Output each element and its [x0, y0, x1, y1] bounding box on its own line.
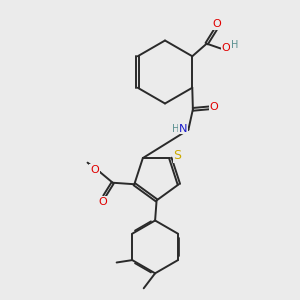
Text: S: S	[174, 148, 182, 162]
Text: H: H	[172, 124, 179, 134]
Text: O: O	[210, 102, 219, 112]
Text: O: O	[222, 44, 231, 53]
Text: H: H	[231, 40, 238, 50]
Text: N: N	[179, 124, 187, 134]
Text: O: O	[212, 20, 221, 29]
Text: O: O	[90, 165, 99, 175]
Text: O: O	[98, 196, 107, 207]
